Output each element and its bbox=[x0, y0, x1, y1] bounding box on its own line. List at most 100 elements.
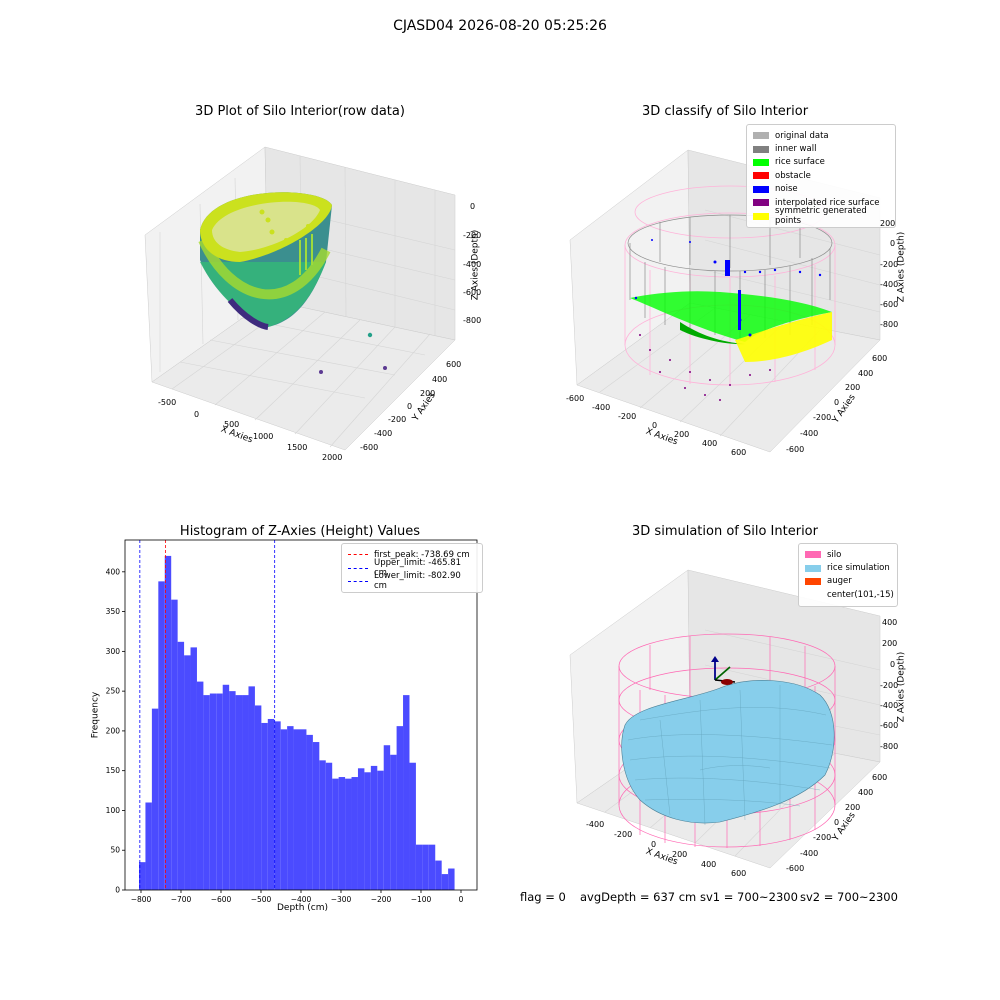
histogram-bar bbox=[216, 693, 223, 890]
p4-xtick: 400 bbox=[701, 860, 717, 869]
p4-xtick: 0 bbox=[651, 840, 657, 849]
histogram-bar bbox=[209, 693, 217, 890]
figure-title: CJASD04 2026-08-20 05:25:26 bbox=[393, 18, 607, 34]
x-tick-label: −800 bbox=[131, 895, 152, 904]
histogram-bar bbox=[222, 684, 230, 890]
histogram-bar bbox=[248, 686, 255, 890]
p2-ztick: 0 bbox=[890, 239, 896, 248]
legend-swatch bbox=[753, 212, 769, 220]
histogram-bar bbox=[338, 777, 346, 890]
histogram-bar bbox=[403, 695, 410, 890]
legend-item: Upper_limit: -465.81 cm bbox=[348, 558, 476, 578]
p2-ytick: -400 bbox=[800, 429, 819, 438]
legend-item: rice simulation bbox=[805, 561, 891, 574]
legend-item: symmetric generated points bbox=[753, 206, 889, 226]
p2-ztick: -200 bbox=[880, 260, 899, 269]
p4-xtick: -200 bbox=[614, 830, 633, 839]
legend-item: noise bbox=[753, 183, 889, 196]
p1-xtick: -500 bbox=[158, 398, 177, 407]
histogram-bar bbox=[280, 729, 288, 890]
legend-label: symmetric generated points bbox=[775, 206, 867, 227]
legend-label: inner wall bbox=[775, 144, 817, 155]
histogram-bar bbox=[351, 777, 358, 890]
avg-depth-text: avgDepth = 637 cm bbox=[580, 890, 697, 904]
legend-item: inner wall bbox=[753, 142, 889, 155]
flag-text: flag = 0 bbox=[520, 890, 566, 904]
p4-xtick: 600 bbox=[731, 869, 747, 878]
legend-item: obstacle bbox=[753, 169, 889, 182]
y-tick-label: 400 bbox=[106, 567, 121, 576]
sv2-text: sv2 = 700~2300 bbox=[800, 890, 898, 904]
p4-xtick: -400 bbox=[586, 820, 605, 829]
histogram-reference-lines bbox=[139, 540, 276, 890]
p1-xtick: 500 bbox=[224, 420, 240, 429]
x-tick-label: −700 bbox=[171, 895, 192, 904]
histogram-bar bbox=[287, 726, 294, 890]
legend-label: auger bbox=[827, 576, 852, 587]
x-tick-label: −400 bbox=[291, 895, 312, 904]
p2-xtick: 600 bbox=[731, 448, 747, 457]
p4-ytick: -600 bbox=[786, 864, 805, 873]
p4-ztick: -600 bbox=[880, 721, 899, 730]
histogram-bar bbox=[396, 726, 404, 890]
histogram-ylabel: Frequency bbox=[90, 691, 101, 739]
legend-label: interpolated rice surface bbox=[775, 197, 880, 208]
histogram-bar bbox=[171, 599, 178, 890]
legend-line bbox=[348, 554, 368, 556]
histogram-bar bbox=[422, 844, 429, 890]
x-tick-label: 0 bbox=[459, 895, 464, 904]
legend-swatch bbox=[805, 577, 821, 585]
panel4-3d-plot bbox=[569, 569, 881, 869]
histogram-bar bbox=[435, 860, 442, 890]
y-tick-label: 150 bbox=[106, 766, 121, 775]
p2-xtick: -200 bbox=[618, 412, 637, 421]
legend-swatch bbox=[753, 145, 769, 153]
y-tick-label: 250 bbox=[106, 687, 121, 696]
legend-label: rice surface bbox=[775, 157, 825, 168]
y-tick-label: 100 bbox=[106, 806, 121, 815]
p2-xtick: 400 bbox=[702, 439, 718, 448]
legend-item: interpolated rice surface bbox=[753, 196, 889, 209]
p1-ztick: -400 bbox=[463, 260, 482, 269]
x-tick-label: −500 bbox=[251, 895, 272, 904]
p2-xtick: -400 bbox=[592, 403, 611, 412]
legend-item: original data bbox=[753, 129, 889, 142]
legend-swatch bbox=[753, 158, 769, 166]
panel1-3d-plot bbox=[144, 146, 456, 451]
p1-xtick: 1500 bbox=[287, 443, 308, 452]
legend-item: rice surface bbox=[753, 156, 889, 169]
p2-ztick: 200 bbox=[880, 219, 896, 228]
y-tick-label: 300 bbox=[106, 647, 121, 656]
legend-label: first_peak: -738.69 cm bbox=[374, 549, 470, 560]
y-tick-label: 350 bbox=[106, 607, 121, 616]
histogram-bar bbox=[409, 762, 416, 890]
legend-label: Lower_limit: -802.90 cm bbox=[374, 571, 461, 592]
p2-ytick: 600 bbox=[872, 354, 888, 363]
p2-zlabel: Z Axies (Depth) bbox=[896, 231, 907, 303]
y-tick-label: 0 bbox=[115, 886, 120, 895]
legend-swatch bbox=[753, 172, 769, 180]
y-tick-label: 200 bbox=[106, 726, 121, 735]
p4-ztick: 0 bbox=[890, 660, 896, 669]
legend-swatch bbox=[805, 564, 821, 572]
histogram-bar bbox=[274, 721, 281, 890]
p1-zlabel: Z Axies (Depth) bbox=[470, 229, 481, 301]
p4-ytick: 600 bbox=[872, 773, 888, 782]
legend-label: center(101,-15) bbox=[827, 589, 894, 600]
x-tick-label: −300 bbox=[331, 895, 352, 904]
legend-item: silo bbox=[805, 548, 891, 561]
legend-item: Lower_limit: -802.90 cm bbox=[348, 571, 476, 591]
histogram-bar bbox=[164, 555, 172, 890]
p4-ytick: 400 bbox=[858, 788, 874, 797]
p1-ytick: 0 bbox=[407, 402, 413, 411]
legend-label: silo bbox=[827, 549, 842, 560]
histogram-bar bbox=[267, 718, 275, 890]
histogram-bar bbox=[293, 729, 300, 890]
p1-ytick: 200 bbox=[420, 389, 436, 398]
histogram-bar bbox=[306, 734, 313, 890]
histogram-bar bbox=[319, 760, 326, 890]
histogram-bar bbox=[229, 691, 236, 890]
histogram-bar bbox=[364, 772, 371, 890]
legend-label: original data bbox=[775, 130, 829, 141]
histogram-bar bbox=[357, 768, 365, 890]
